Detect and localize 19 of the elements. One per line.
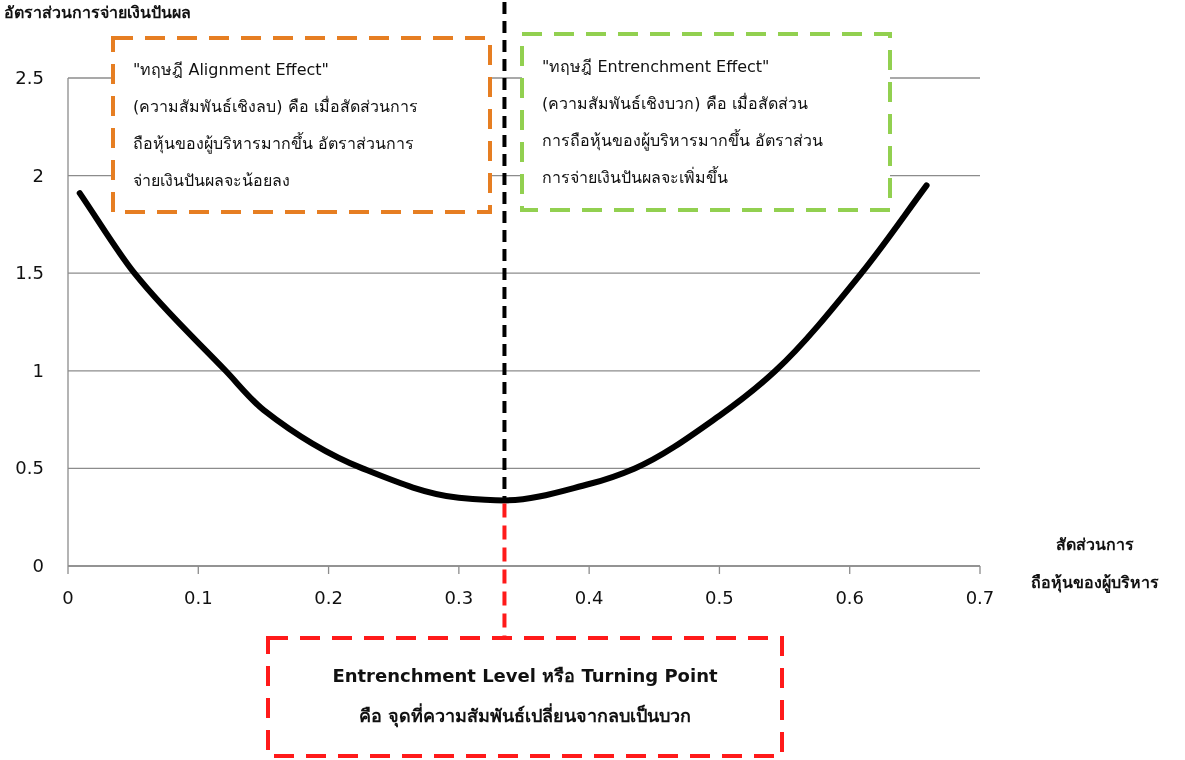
y-axis-title: อัตราส่วนการจ่ายเงินปันผล — [4, 3, 191, 22]
x-tick-label: 0.7 — [965, 587, 995, 608]
x-tick-label: 0.4 — [574, 587, 604, 608]
x-tick-label: 0.3 — [444, 587, 474, 608]
x-tick-label: 0 — [62, 587, 74, 608]
text: Entrenchment Level หรือ Turning Point คือ จุดที่ความสัมพันธ์เปลี่ยนจากลบเป็นบวก — [332, 665, 718, 728]
annotation: "ทฤษฎี Alignment Effect" (ความสัมพันธ์เชิงลบ) คือ เมื่อสัดส่วนการ ถือหุ้นของผู้บริหารมากขึ้น อัตราส่วนการ จ่ายเงินปันผลจะน้อยลง — [133, 59, 418, 190]
y-tick-label: 0.5 — [15, 457, 44, 479]
x-axis-title: สัดส่วนการ ถือหุ้นของผู้บริหาร — [1031, 535, 1159, 594]
x-tick-label: 0.2 — [314, 587, 343, 608]
y-tick-label: 2 — [32, 164, 44, 186]
x-tick-label: 0.6 — [835, 587, 865, 608]
x-tick-label: 0.1 — [183, 587, 213, 608]
y-tick-label: 0 — [32, 555, 44, 576]
y-tick-label: 2.5 — [15, 67, 44, 88]
y-tick-label: 1.5 — [15, 262, 44, 284]
x-tick-label: 0.5 — [705, 587, 734, 608]
y-tick-label: 1 — [32, 359, 44, 381]
annotation: "ทฤษฎี Entrenchment Effect" (ความสัมพันธ์เชิงบวก) คือ เมื่อสัดส่วน การถือหุ้นของผู้บริหารมากขึ้น อัตราส่วน การจ่ายเงินปันผลจะเพิ่มขึ้น — [542, 56, 824, 187]
